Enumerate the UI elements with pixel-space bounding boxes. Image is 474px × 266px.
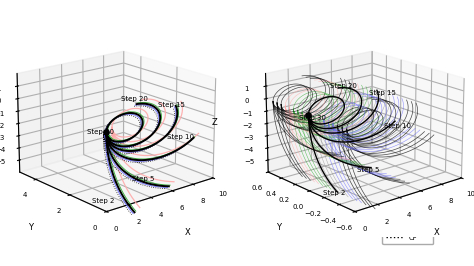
- Y-axis label: Y: Y: [28, 223, 33, 232]
- Y-axis label: Y: Y: [276, 223, 282, 232]
- Legend: Origin, $\Omega_0$, SR, SV, CT, CF: Origin, $\Omega_0$, SR, SV, CT, CF: [383, 180, 433, 244]
- X-axis label: X: X: [434, 228, 439, 237]
- X-axis label: X: X: [185, 228, 191, 237]
